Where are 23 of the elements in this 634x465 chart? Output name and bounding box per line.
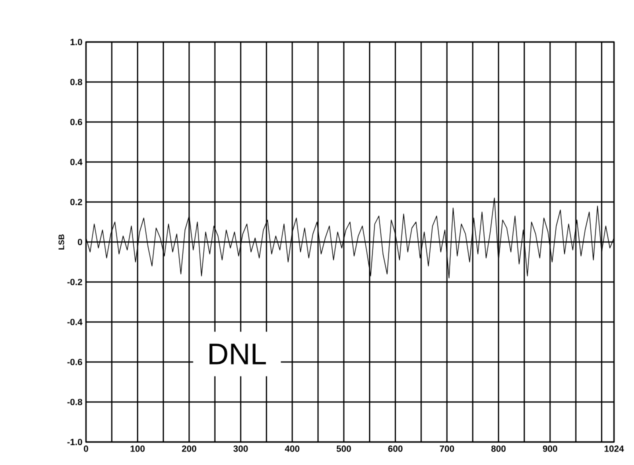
annotation: DNL: [210, 344, 266, 364]
y-tick-label: 1.0: [70, 38, 82, 46]
y-tick-label: 0.2: [70, 198, 82, 206]
x-tick-label: 600: [388, 446, 402, 452]
y-tick-label: 0.4: [70, 158, 82, 166]
y-tick-label: -0.6: [67, 358, 82, 366]
y-tick-label: -0.8: [67, 398, 82, 406]
x-tick-label: 500: [336, 446, 351, 452]
y-tick-label: -1.0: [67, 438, 82, 446]
y-tick-label: 0.6: [70, 118, 82, 126]
y-tick-label: -0.2: [67, 278, 82, 286]
y-tick-label: -0.4: [67, 318, 82, 326]
x-tick-label: 700: [440, 446, 454, 452]
x-tick-label: 300: [233, 446, 248, 452]
x-tick-label: 200: [182, 446, 196, 452]
x-tick-label: 900: [542, 446, 558, 452]
x-tick-label: 800: [491, 446, 506, 452]
x-tick-label: 100: [130, 446, 145, 452]
y-tick-label: 0: [78, 238, 82, 246]
x-tick-label: 1024: [604, 446, 624, 452]
x-tick-label: 400: [284, 446, 300, 452]
y-tick-label: 0.8: [70, 78, 82, 86]
x-tick-label: 0: [84, 446, 88, 452]
